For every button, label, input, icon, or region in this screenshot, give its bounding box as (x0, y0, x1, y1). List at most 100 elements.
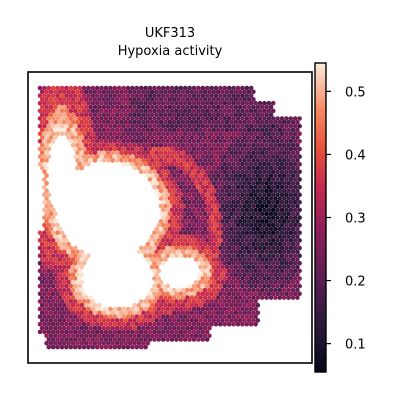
spot (174, 200, 179, 205)
spot (277, 196, 283, 201)
spot (167, 325, 173, 331)
spot (193, 280, 199, 285)
spot (251, 104, 256, 110)
spot (130, 306, 135, 312)
spot (90, 116, 96, 121)
spot (213, 200, 219, 205)
spot (48, 226, 54, 232)
spot (182, 93, 188, 98)
spot (253, 200, 258, 205)
spot (264, 211, 269, 216)
spot (244, 169, 250, 175)
spot (193, 89, 199, 95)
spot (246, 264, 252, 270)
spot (154, 150, 159, 156)
spot (224, 264, 230, 270)
spot (266, 177, 272, 182)
spot (231, 108, 236, 114)
spot (171, 188, 177, 194)
spot (268, 196, 274, 201)
spot (81, 116, 87, 121)
spot (66, 104, 71, 110)
spot (292, 116, 298, 121)
spot (200, 131, 206, 136)
spot (70, 135, 76, 140)
spot (152, 108, 157, 114)
spot (191, 238, 197, 243)
spot (39, 127, 45, 133)
spot (125, 123, 131, 129)
spot (290, 165, 296, 171)
spot (180, 249, 186, 255)
spot (193, 150, 199, 156)
spot (224, 196, 230, 201)
spot (66, 135, 71, 140)
spot (72, 139, 78, 144)
spot (290, 158, 296, 163)
spot (264, 219, 269, 224)
spot (200, 337, 206, 342)
spot (200, 245, 206, 251)
spot (229, 249, 234, 255)
spot (209, 215, 214, 220)
spot (259, 226, 265, 232)
spot (77, 253, 82, 258)
spot (185, 120, 190, 125)
spot (213, 261, 219, 266)
spot (160, 245, 166, 251)
spot (158, 241, 164, 247)
spot (253, 123, 258, 129)
spot (125, 131, 131, 136)
spot (167, 97, 173, 102)
spot (226, 261, 232, 266)
spot (202, 120, 208, 125)
spot (68, 344, 74, 350)
spot (273, 211, 278, 216)
spot (242, 165, 247, 171)
spot (180, 287, 186, 293)
spot (55, 283, 60, 289)
spot (42, 222, 47, 228)
spot (147, 261, 153, 266)
spot (99, 116, 104, 121)
spot (163, 295, 168, 300)
spot (152, 146, 157, 152)
spot (257, 253, 263, 258)
spot (279, 245, 285, 251)
spot (297, 177, 302, 182)
spot (70, 310, 76, 316)
spot (64, 283, 69, 289)
spot (185, 333, 190, 339)
spot (273, 120, 278, 125)
spot (198, 196, 203, 201)
spot (222, 291, 228, 297)
spot (64, 306, 69, 312)
spot (156, 283, 162, 289)
spot (185, 226, 190, 232)
spot (64, 291, 69, 297)
spot (147, 169, 153, 175)
spot (189, 211, 195, 216)
spot (112, 321, 118, 327)
spot (165, 139, 170, 144)
spot (213, 291, 219, 297)
spot (275, 283, 280, 289)
spot (75, 158, 80, 163)
spot (257, 169, 263, 175)
spot (248, 276, 254, 281)
spot (154, 272, 159, 278)
spot (248, 291, 254, 297)
spot (149, 295, 155, 300)
spot (50, 291, 56, 297)
spot (286, 173, 291, 178)
spot (167, 104, 173, 110)
spot (171, 295, 177, 300)
spot (57, 120, 63, 125)
spot (224, 127, 230, 133)
spot (257, 100, 263, 106)
spot (213, 283, 219, 289)
spot (50, 321, 56, 327)
spot (110, 318, 115, 323)
spot (132, 150, 137, 156)
spot (259, 181, 265, 186)
